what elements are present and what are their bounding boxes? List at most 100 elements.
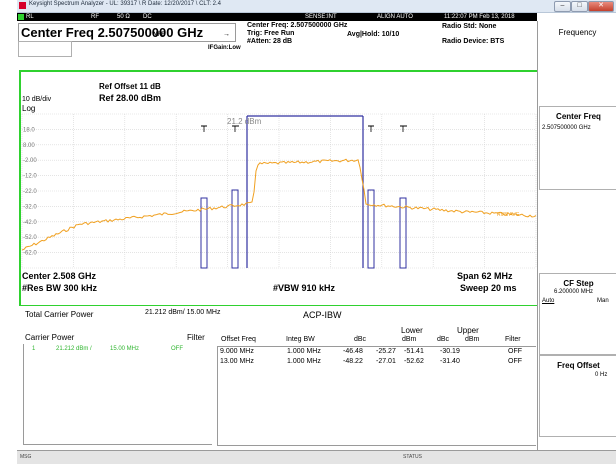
trig-label: Trig: Free Run [247,30,294,37]
y-tick-labels: 18.0 8.00 -2.00 -12.0 -22.0 -32.0 -42.0 -52.0 -6… [23,127,37,256]
upper-dbm-cell: -31.40 [440,358,460,365]
trace-type-label: RMS AVG [497,212,520,218]
title-bar: Keysight Spectrum Analyzer - UL: 39317 \… [17,0,616,13]
nfe-label: NFE [153,32,165,38]
y-tick-label: 8.00 [23,143,35,149]
lxi-icon [18,14,24,20]
msg-label: MSG [20,454,31,460]
col-upper-dbc: dBc [437,336,449,343]
vbw-label: #VBW 910 kHz [273,283,335,293]
y-tick-label: -22.0 [23,189,37,195]
rl-label: RL [26,13,34,21]
y-tick-label: 18.0 [23,127,35,133]
carrier-power-header: Carrier Power [25,333,74,342]
graticule [22,114,536,268]
softkey-panel: Frequency Center Freq 2.507500000 GHz CF… [537,21,616,450]
analyzer-window: Keysight Spectrum Analyzer - UL: 39317 \… [17,0,616,464]
offset-freq-cell: 9.000 MHz [220,348,254,355]
col-integ-bw: Integ BW [286,336,315,343]
col-lower-dbm: dBm [402,336,416,343]
col-lower-dbc: dBc [354,336,366,343]
channel-power-label: 21.2 dBm [227,117,262,126]
y-tick-label: -62.0 [23,251,37,257]
lower-dbc-cell: -46.48 [343,348,363,355]
lower-label: Lower [401,326,423,335]
center-freq-softkey[interactable]: Center Freq 2.507500000 GHz [539,106,616,190]
table-row: 9.000 MHz 1.000 MHz -46.48 -25.27 -51.41… [218,348,536,357]
channel-markers [201,116,407,268]
carrier-bw-value: 15.00 MHz [110,346,139,352]
sweep-label: Sweep 20 ms [460,283,517,293]
cf-step-auto[interactable]: Auto [542,298,554,304]
lower-dbc-cell: -48.22 [343,358,363,365]
col-filter: Filter [505,336,521,343]
avg-hold-label: Avg|Hold: 10/10 [347,31,399,38]
measurement-header: Center Freq 2.507500000 GHz NFE IFGain:L… [17,21,537,68]
datetime-label: 11:22:07 PM Feb 13, 2018 [444,13,515,21]
center-freq-small: Center Freq: 2.507500000 GHz [247,22,347,29]
radio-device-label: Radio Device: BTS [442,38,504,45]
carrier-filter-value: OFF [171,346,183,352]
carrier-index: 1 [32,346,35,352]
minimize-button[interactable]: – [554,1,571,12]
results-panel: Total Carrier Power 21.212 dBm/ 15.00 MH… [17,306,537,450]
y-tick-label: -52.0 [23,235,37,241]
res-bw-label: #Res BW 300 kHz [22,283,97,293]
left-margin [0,0,16,464]
ifgain-label: IFGain:Low [208,45,241,51]
offset-freq-cell: 13.00 MHz [220,358,254,365]
filter-cell: OFF [508,348,522,355]
y-tick-label: -32.0 [23,204,37,210]
acp-table: 9.000 MHz 1.000 MHz -46.48 -25.27 -51.41… [217,346,536,446]
offset-integration-bar [368,190,374,268]
span-label: Span 62 MHz [457,271,513,281]
y-tick-label: -2.00 [23,158,37,164]
total-carrier-power-label: Total Carrier Power [25,310,93,319]
cf-step-softkey-value: 6.200000 MHz [554,289,593,295]
acp-title: ACP-IBW [303,310,342,320]
total-carrier-power-value: 21.212 dBm/ 15.00 MHz [145,309,221,316]
center-label: Center 2.508 GHz [22,271,96,281]
dc-label: DC [143,13,152,21]
spectrum-graph[interactable]: Ref Offset 11 dB 10 dB/div Ref 28.00 dBm… [19,70,539,307]
arrow-icon: → [223,31,230,38]
maximize-button[interactable]: □ [571,1,588,12]
window-title: Keysight Spectrum Analyzer - UL: 39317 \… [29,1,221,7]
lower-dbm-cell: -25.27 [376,348,396,355]
close-button[interactable]: ✕ [588,1,614,12]
keysight-logo-icon [19,2,26,9]
y-tick-label: -42.0 [23,220,37,226]
carrier-power-value: 21.212 dBm / [56,346,92,352]
filter-cell: OFF [508,358,522,365]
acp-column-headers: Offset Freq Integ BW dBc dBm dBc dBm Fil… [219,336,535,346]
sense-label: SENSE:INT [305,13,337,21]
integ-bw-cell: 1.000 MHz [287,348,321,355]
radio-std-label: Radio Std: None [442,23,496,30]
upper-dbc-cell: -51.41 [404,348,424,355]
y-tick-label: -12.0 [23,174,37,180]
integ-bw-cell: 1.000 MHz [287,358,321,365]
center-freq-readout: Center Freq 2.507500000 GHz [21,25,203,40]
impedance-label: 50 Ω [117,13,130,21]
upper-dbm-cell: -30.19 [440,348,460,355]
freq-offset-softkey[interactable]: Freq Offset 0 Hz [539,355,616,437]
cf-step-softkey[interactable]: CF Step 6.200000 MHz Auto Man [539,273,616,355]
freq-offset-softkey-label: Freq Offset [540,361,616,370]
input-box [18,41,72,57]
offset-integration-bar [232,190,238,268]
annotation-strip: RL RF 50 Ω DC SENSE:INT ALIGN AUTO 11:22… [17,13,537,21]
freq-offset-softkey-value: 0 Hz [595,372,607,378]
center-freq-box[interactable]: Center Freq 2.507500000 GHz [18,23,236,42]
offset-integration-bar [400,198,406,268]
atten-label: #Atten: 28 dB [247,38,292,45]
menu-title-key: Frequency [539,22,616,46]
col-upper-dbm: dBm [465,336,479,343]
upper-label: Upper [457,326,479,335]
center-freq-softkey-label: Center Freq [540,112,616,121]
carrier-table: 1 21.212 dBm / 15.00 MHz OFF [23,344,212,445]
cf-step-man[interactable]: Man [597,298,609,304]
cf-step-softkey-label: CF Step [540,279,616,288]
filter-header: Filter [187,333,205,342]
upper-dbc-cell: -52.62 [404,358,424,365]
